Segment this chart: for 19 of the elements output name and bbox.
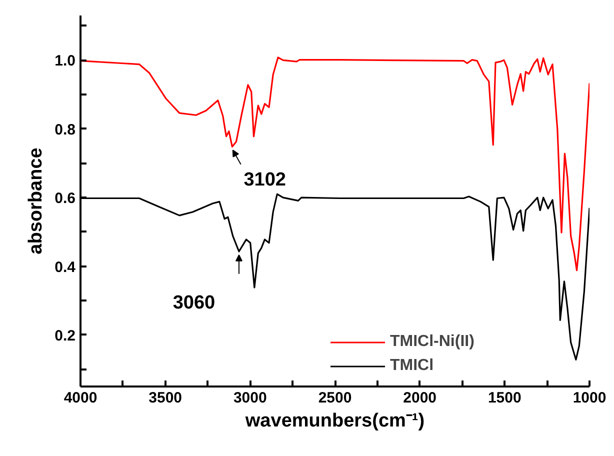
x-tick-label: 3500	[148, 390, 182, 406]
annotation: 3102	[244, 170, 286, 191]
y-tick-label: 0.2	[54, 327, 76, 344]
line-series	[80, 56, 590, 272]
legend-label: TMICl-Ni(II)	[390, 333, 474, 351]
legend-label: TMICl	[390, 357, 434, 375]
y-tick-label: 1.0	[54, 52, 76, 70]
x-tick-label: 2000	[403, 390, 437, 406]
x-tick-label: 4000	[64, 390, 98, 406]
y-tick-label: 0.4	[54, 258, 76, 276]
x-tick-label: 2500	[318, 390, 352, 406]
y-tick-label: 0.6	[54, 190, 76, 208]
y-axis-title: absorbance	[26, 148, 47, 254]
x-axis-title: wavemunbers(cm⁻¹)	[244, 410, 425, 432]
x-tick-label: 3000	[233, 390, 267, 406]
y-tick-label: 0.8	[54, 121, 76, 138]
annotation: 3060	[172, 292, 216, 314]
x-tick-label: 1000	[572, 390, 606, 406]
x-tick-label: 1500	[488, 390, 522, 406]
